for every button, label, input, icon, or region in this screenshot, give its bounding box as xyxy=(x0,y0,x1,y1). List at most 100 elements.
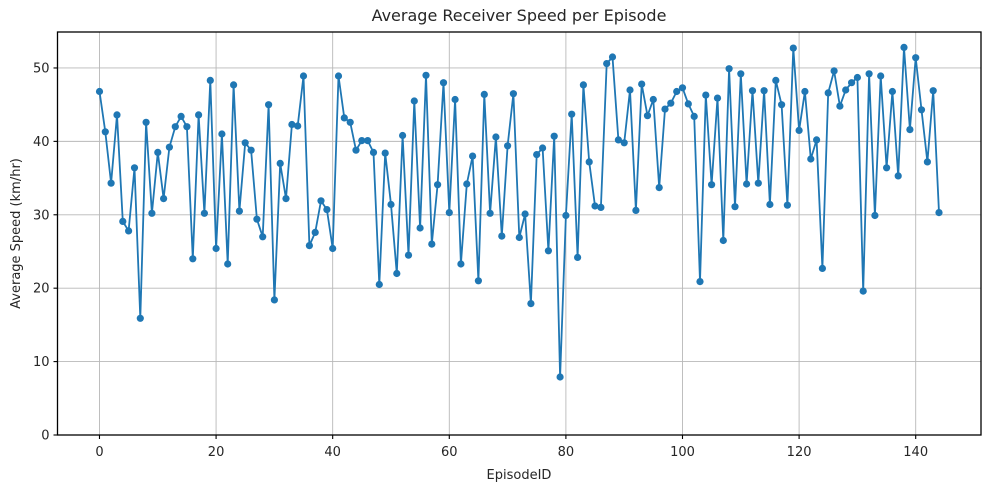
data-point-marker xyxy=(673,87,681,96)
data-point-marker xyxy=(352,146,360,154)
data-point-marker xyxy=(358,137,366,145)
data-point-marker xyxy=(550,132,558,140)
data-point-marker xyxy=(836,102,844,110)
data-point-marker xyxy=(842,86,850,94)
y-tick-label: 50 xyxy=(33,61,50,76)
data-point-marker xyxy=(375,280,383,289)
data-point-marker xyxy=(288,120,296,129)
data-point-marker xyxy=(678,84,687,92)
data-point-marker xyxy=(317,197,325,205)
data-point-marker xyxy=(935,209,943,217)
series-line xyxy=(98,46,940,378)
data-point-marker xyxy=(772,76,780,84)
y-tick-label: 20 xyxy=(33,282,50,297)
data-point-marker xyxy=(865,70,873,78)
data-point-marker xyxy=(778,101,786,109)
data-point-marker xyxy=(270,296,278,304)
data-point-marker xyxy=(900,43,908,52)
data-point-marker xyxy=(626,86,634,94)
data-point-marker xyxy=(218,130,226,138)
data-point-marker xyxy=(504,142,512,150)
data-point-marker xyxy=(614,136,623,144)
data-point-marker xyxy=(667,99,675,107)
data-point-marker xyxy=(235,207,243,215)
data-point-marker xyxy=(737,70,745,78)
data-point-marker xyxy=(340,114,348,122)
data-point-marker xyxy=(638,80,646,88)
data-point-marker xyxy=(684,100,692,108)
data-point-marker xyxy=(492,133,500,141)
data-point-marker xyxy=(813,136,821,144)
data-point-marker xyxy=(801,87,809,96)
y-tick-label: 30 xyxy=(33,208,50,223)
data-point-marker xyxy=(906,126,914,134)
data-point-marker xyxy=(474,277,482,285)
data-point-marker xyxy=(795,126,803,134)
data-point-marker xyxy=(620,139,628,147)
data-point-marker xyxy=(95,87,104,96)
data-point-marker xyxy=(661,105,669,113)
x-tick-label: 40 xyxy=(324,445,341,460)
data-point-marker xyxy=(579,81,588,89)
x-tick-label: 20 xyxy=(208,445,225,460)
data-point-marker xyxy=(119,217,127,225)
data-point-marker xyxy=(608,53,617,61)
data-point-marker xyxy=(527,300,535,308)
data-point-marker xyxy=(509,90,517,98)
data-point-marker xyxy=(334,72,343,80)
y-axis-label: Average Speed (km/hr) xyxy=(9,158,24,309)
data-point-marker xyxy=(416,224,424,232)
data-point-marker xyxy=(649,95,657,104)
data-point-marker xyxy=(708,181,716,189)
data-point-marker xyxy=(125,227,133,235)
data-point-marker xyxy=(696,278,704,286)
data-point-marker xyxy=(597,203,605,211)
data-point-marker xyxy=(469,152,477,160)
axis-ticks: 0 20 40 60 80 100 120 140 0 10 20 30 40 50 xyxy=(33,61,928,460)
data-point-marker xyxy=(369,148,378,156)
plot-border xyxy=(56,31,982,436)
data-point-marker xyxy=(107,179,115,187)
data-point-marker xyxy=(713,94,722,102)
data-point-marker xyxy=(539,144,547,152)
y-tick-label: 0 xyxy=(41,429,49,444)
data-point-marker xyxy=(556,373,564,381)
data-point-marker xyxy=(515,233,523,242)
data-point-marker xyxy=(480,90,488,98)
chart-title: Average Receiver Speed per Episode xyxy=(372,6,667,25)
data-point-marker xyxy=(690,112,698,120)
data-point-marker xyxy=(877,72,885,80)
data-series xyxy=(95,43,943,381)
data-point-marker xyxy=(428,240,436,248)
data-point-marker xyxy=(486,209,494,217)
data-point-marker xyxy=(253,215,261,223)
data-point-marker xyxy=(883,164,891,172)
data-point-marker xyxy=(329,244,337,253)
data-point-marker xyxy=(457,260,465,268)
data-point-marker xyxy=(183,123,191,131)
data-point-marker xyxy=(148,209,156,217)
data-point-marker xyxy=(160,195,168,203)
data-point-marker xyxy=(224,260,232,268)
data-point-marker xyxy=(632,206,640,214)
data-point-marker xyxy=(731,203,739,211)
data-point-marker xyxy=(760,87,768,95)
data-point-marker xyxy=(748,87,757,95)
data-point-marker xyxy=(603,60,611,68)
data-point-marker xyxy=(346,118,354,126)
data-point-marker xyxy=(165,143,173,151)
data-point-marker xyxy=(888,87,897,96)
data-point-marker xyxy=(585,158,593,166)
data-point-marker xyxy=(894,172,902,180)
data-point-marker xyxy=(393,269,401,278)
data-point-marker xyxy=(241,139,249,147)
data-point-marker xyxy=(206,76,214,84)
data-point-marker xyxy=(294,122,302,130)
data-point-marker xyxy=(451,95,459,104)
data-point-marker xyxy=(853,73,862,82)
data-point-marker xyxy=(230,81,238,89)
data-point-marker xyxy=(789,44,797,52)
data-point-marker xyxy=(434,181,442,189)
data-point-marker xyxy=(498,232,506,240)
